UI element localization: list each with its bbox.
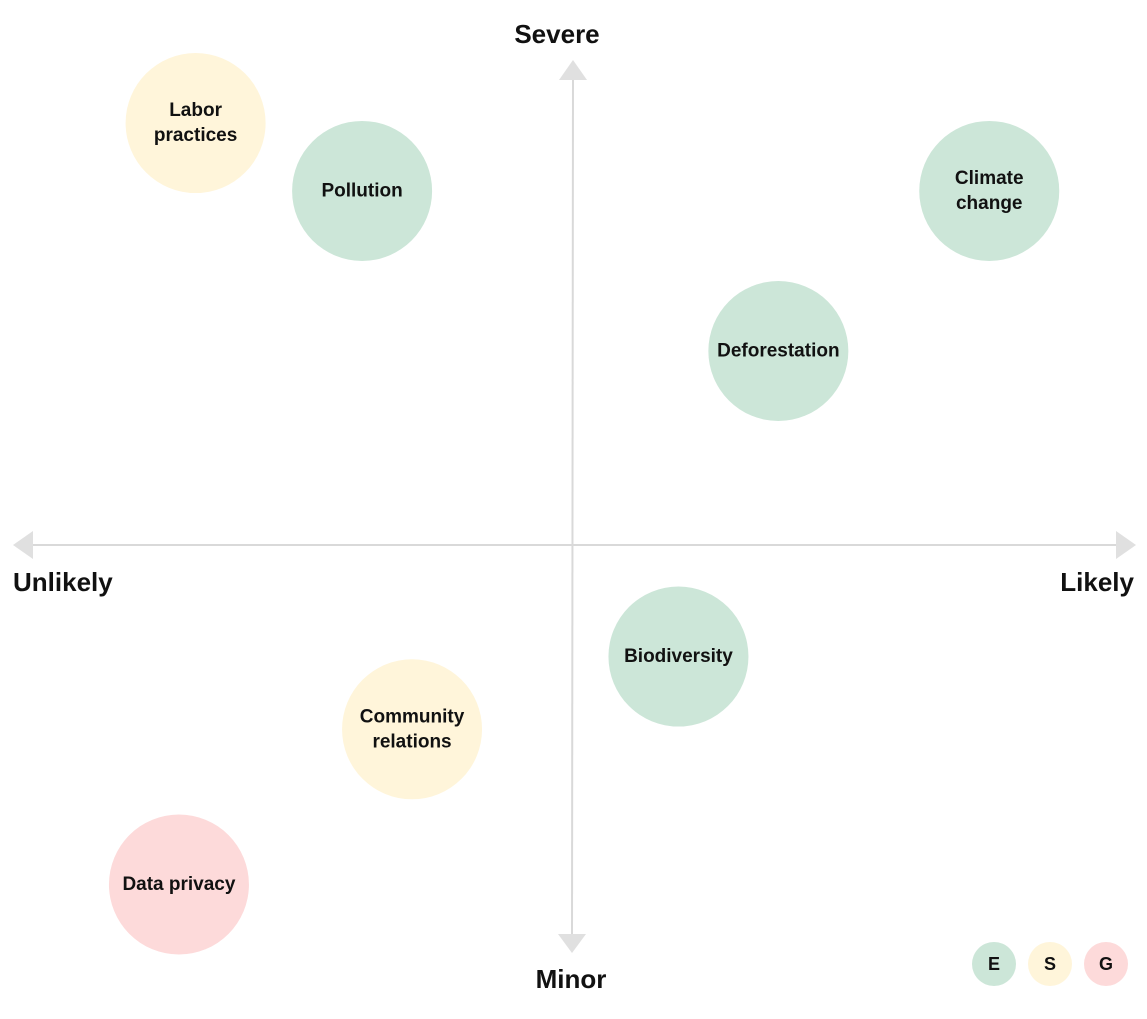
risk-circle-biodiversity: [608, 586, 749, 727]
risk-bubble-data-privacy: Data privacy: [108, 814, 249, 955]
risk-circle-community-relations: [342, 659, 483, 800]
legend-item-g: G: [1084, 942, 1128, 986]
arrow-up-icon: [559, 60, 587, 80]
risk-circle-pollution: [292, 120, 433, 261]
risk-label: Community: [360, 706, 465, 727]
risk-label: Pollution: [321, 180, 402, 201]
risk-circle-climate-change: [919, 120, 1060, 261]
risk-bubble-climate-change: Climate change: [919, 120, 1060, 261]
risk-label: Climate: [955, 168, 1024, 189]
risk-label: practices: [154, 125, 237, 146]
risk-bubble-labor-practices: Labor practices: [125, 53, 266, 194]
legend-swatch-e: [972, 942, 1016, 986]
legend-item-e: E: [972, 942, 1016, 986]
legend-swatch-s: [1028, 942, 1072, 986]
risk-circle-labor-practices: [125, 53, 266, 194]
axis-label-minor: Minor: [536, 964, 607, 994]
vertical-axis-line: [571, 75, 574, 937]
risk-bubble-biodiversity: Biodiversity: [608, 586, 749, 727]
risk-circle-deforestation: [708, 281, 849, 421]
risk-label: Deforestation: [717, 341, 839, 362]
risk-bubbles: Labor practices Pollution Climate change Defo…: [108, 53, 1060, 955]
legend-swatch-g: [1084, 942, 1128, 986]
risk-label: change: [956, 193, 1023, 214]
arrow-right-icon: [1116, 531, 1136, 559]
axis-label-likely: Likely: [1060, 567, 1134, 597]
risk-label: relations: [372, 731, 451, 752]
risk-label: Biodiversity: [624, 646, 733, 667]
risk-bubble-deforestation: Deforestation: [708, 281, 849, 421]
arrow-left-icon: [13, 531, 33, 559]
risk-bubble-pollution: Pollution: [292, 120, 433, 261]
risk-circle-data-privacy: [108, 814, 249, 955]
legend-label-g: G: [1099, 954, 1113, 974]
legend-item-s: S: [1028, 942, 1072, 986]
arrow-down-icon: [558, 934, 586, 953]
risk-label: Data privacy: [122, 874, 235, 895]
axis-label-severe: Severe: [514, 19, 599, 49]
risk-label: Labor: [169, 100, 222, 121]
legend-label-e: E: [988, 954, 1000, 974]
axis-label-unlikely: Unlikely: [13, 567, 113, 597]
risk-bubble-community-relations: Community relations: [342, 659, 483, 800]
legend-label-s: S: [1044, 954, 1056, 974]
